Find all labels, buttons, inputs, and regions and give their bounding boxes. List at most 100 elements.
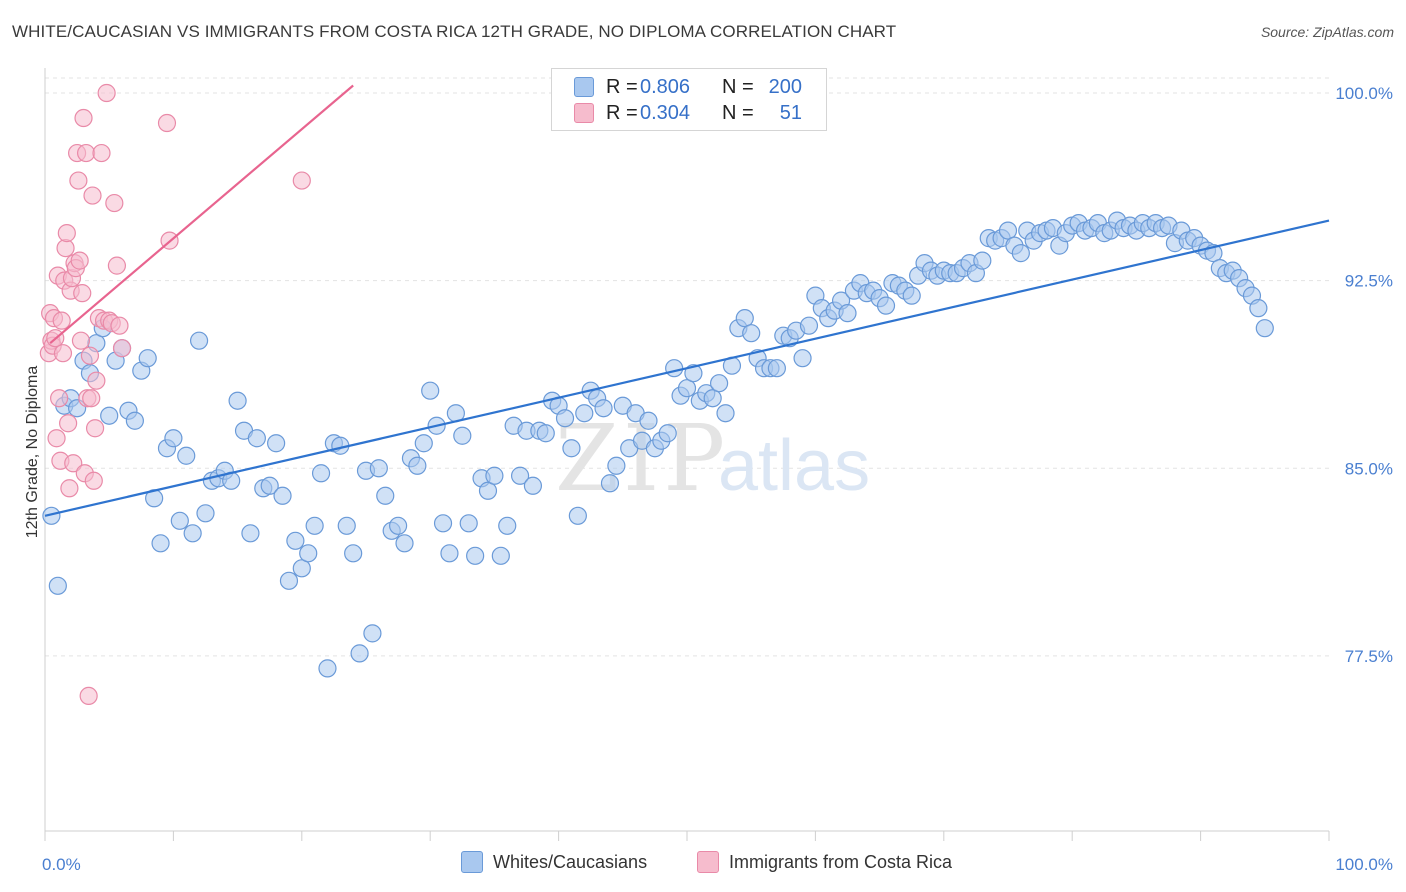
data-point-whites xyxy=(363,624,382,643)
data-point-whites xyxy=(594,399,613,418)
data-point-costa-rica xyxy=(64,454,83,473)
axes xyxy=(44,68,1330,841)
data-point-whites xyxy=(228,391,247,410)
data-point-costa-rica xyxy=(53,344,73,363)
legend-item-costa-rica: Immigrants from Costa Rica xyxy=(697,851,952,873)
correlation-legend: R = 0.806 N = 200 R = 0.304 N = 51 xyxy=(551,68,827,131)
data-point-whites xyxy=(523,476,543,495)
legend-n-value: 51 xyxy=(779,101,802,124)
data-point-whites xyxy=(389,516,408,535)
data-point-whites xyxy=(466,546,485,565)
data-point-whites xyxy=(440,544,459,563)
data-point-whites xyxy=(998,221,1018,240)
data-point-whites xyxy=(639,411,658,430)
data-point-costa-rica xyxy=(76,143,96,163)
data-point-whites xyxy=(305,516,324,535)
data-point-costa-rica xyxy=(57,224,76,243)
data-point-costa-rica xyxy=(97,83,116,103)
data-point-costa-rica xyxy=(83,186,102,205)
legend-label-whites: Whites/Caucasians xyxy=(493,851,648,872)
data-point-whites xyxy=(677,379,697,398)
data-point-whites xyxy=(709,374,729,393)
data-point-whites xyxy=(665,359,684,378)
data-point-whites xyxy=(793,349,812,368)
data-point-whites xyxy=(247,429,266,448)
data-point-whites xyxy=(433,514,453,533)
data-point-whites xyxy=(491,546,510,565)
data-point-whites xyxy=(344,544,363,563)
y-tick-label: 77.5% xyxy=(1345,647,1393,666)
legend-row-costa-rica: R = 0.304 N = 51 xyxy=(574,100,802,126)
data-point-whites xyxy=(350,644,369,663)
data-point-costa-rica xyxy=(60,479,79,498)
legend-label-costa-rica: Immigrants from Costa Rica xyxy=(729,851,953,872)
data-point-costa-rica xyxy=(92,143,111,163)
data-point-whites xyxy=(658,424,677,443)
watermark-atlas: atlas xyxy=(718,426,870,506)
data-point-costa-rica xyxy=(47,429,66,448)
series-costa-rica xyxy=(39,83,311,706)
y-tick-label: 100.0% xyxy=(1335,84,1393,103)
data-point-whites xyxy=(510,466,530,485)
data-point-whites xyxy=(267,434,286,453)
legend-swatch-whites xyxy=(574,77,594,97)
data-point-whites xyxy=(973,251,992,270)
data-point-costa-rica xyxy=(79,686,98,706)
data-point-costa-rica xyxy=(80,346,100,365)
data-point-whites xyxy=(485,466,504,485)
trend-line-whites xyxy=(44,219,1330,517)
data-point-whites xyxy=(376,486,395,505)
data-point-whites xyxy=(48,576,67,595)
data-point-whites xyxy=(742,324,761,343)
data-point-whites xyxy=(562,439,581,458)
data-point-costa-rica xyxy=(70,251,89,270)
data-point-whites xyxy=(151,534,170,553)
data-point-whites xyxy=(799,316,819,335)
data-point-costa-rica xyxy=(112,339,132,358)
data-point-whites xyxy=(286,531,305,550)
x-tick-label-max: 100.0% xyxy=(1335,855,1393,874)
data-point-whites xyxy=(170,511,189,530)
y-tick-label: 92.5% xyxy=(1345,272,1393,291)
data-point-whites xyxy=(395,534,414,553)
data-point-whites xyxy=(902,286,921,305)
data-point-whites xyxy=(767,359,786,378)
legend-r-label: R = xyxy=(606,101,638,124)
data-point-whites xyxy=(408,456,427,475)
tick-labels: 100.0% 92.5% 85.0% 77.5% 0.0% 100.0% xyxy=(42,84,1393,874)
data-point-costa-rica xyxy=(105,193,124,213)
series-whites xyxy=(42,211,1274,678)
legend-n-label: N = xyxy=(722,101,754,124)
source-label: Source: ZipAtlas.com xyxy=(1260,24,1394,40)
data-point-whites xyxy=(703,389,722,408)
data-point-whites xyxy=(536,424,555,443)
data-point-whites xyxy=(1255,319,1274,338)
data-point-whites xyxy=(735,309,754,328)
data-point-costa-rica xyxy=(59,414,78,433)
data-point-whites xyxy=(318,659,337,678)
data-point-costa-rica xyxy=(73,284,92,303)
data-point-whites xyxy=(260,476,279,495)
data-point-whites xyxy=(716,404,735,423)
data-point-costa-rica xyxy=(157,113,177,133)
y-axis-label: 12th Grade, No Diploma xyxy=(24,366,41,539)
legend-swatch-costa-rica xyxy=(697,851,719,873)
data-point-whites xyxy=(311,464,331,483)
data-point-whites xyxy=(241,524,260,543)
data-point-whites xyxy=(600,474,620,493)
data-point-whites xyxy=(189,331,209,350)
trend-lines xyxy=(44,84,1330,517)
legend-r-value: 0.304 xyxy=(640,101,691,124)
data-point-whites xyxy=(684,364,703,383)
legend-n-value: 200 xyxy=(768,75,802,98)
legend-row-whites: R = 0.806 N = 200 xyxy=(574,74,802,100)
data-point-whites xyxy=(1249,299,1268,318)
legend-swatch-whites xyxy=(461,851,483,873)
data-point-whites xyxy=(164,429,183,448)
data-point-whites xyxy=(838,304,857,323)
watermark: ZIP atlas xyxy=(555,405,870,512)
series-legend: Whites/Caucasians Immigrants from Costa … xyxy=(0,851,1406,877)
data-point-whites xyxy=(568,506,587,525)
data-point-whites xyxy=(575,404,594,423)
legend-r-value: 0.806 xyxy=(640,75,691,98)
